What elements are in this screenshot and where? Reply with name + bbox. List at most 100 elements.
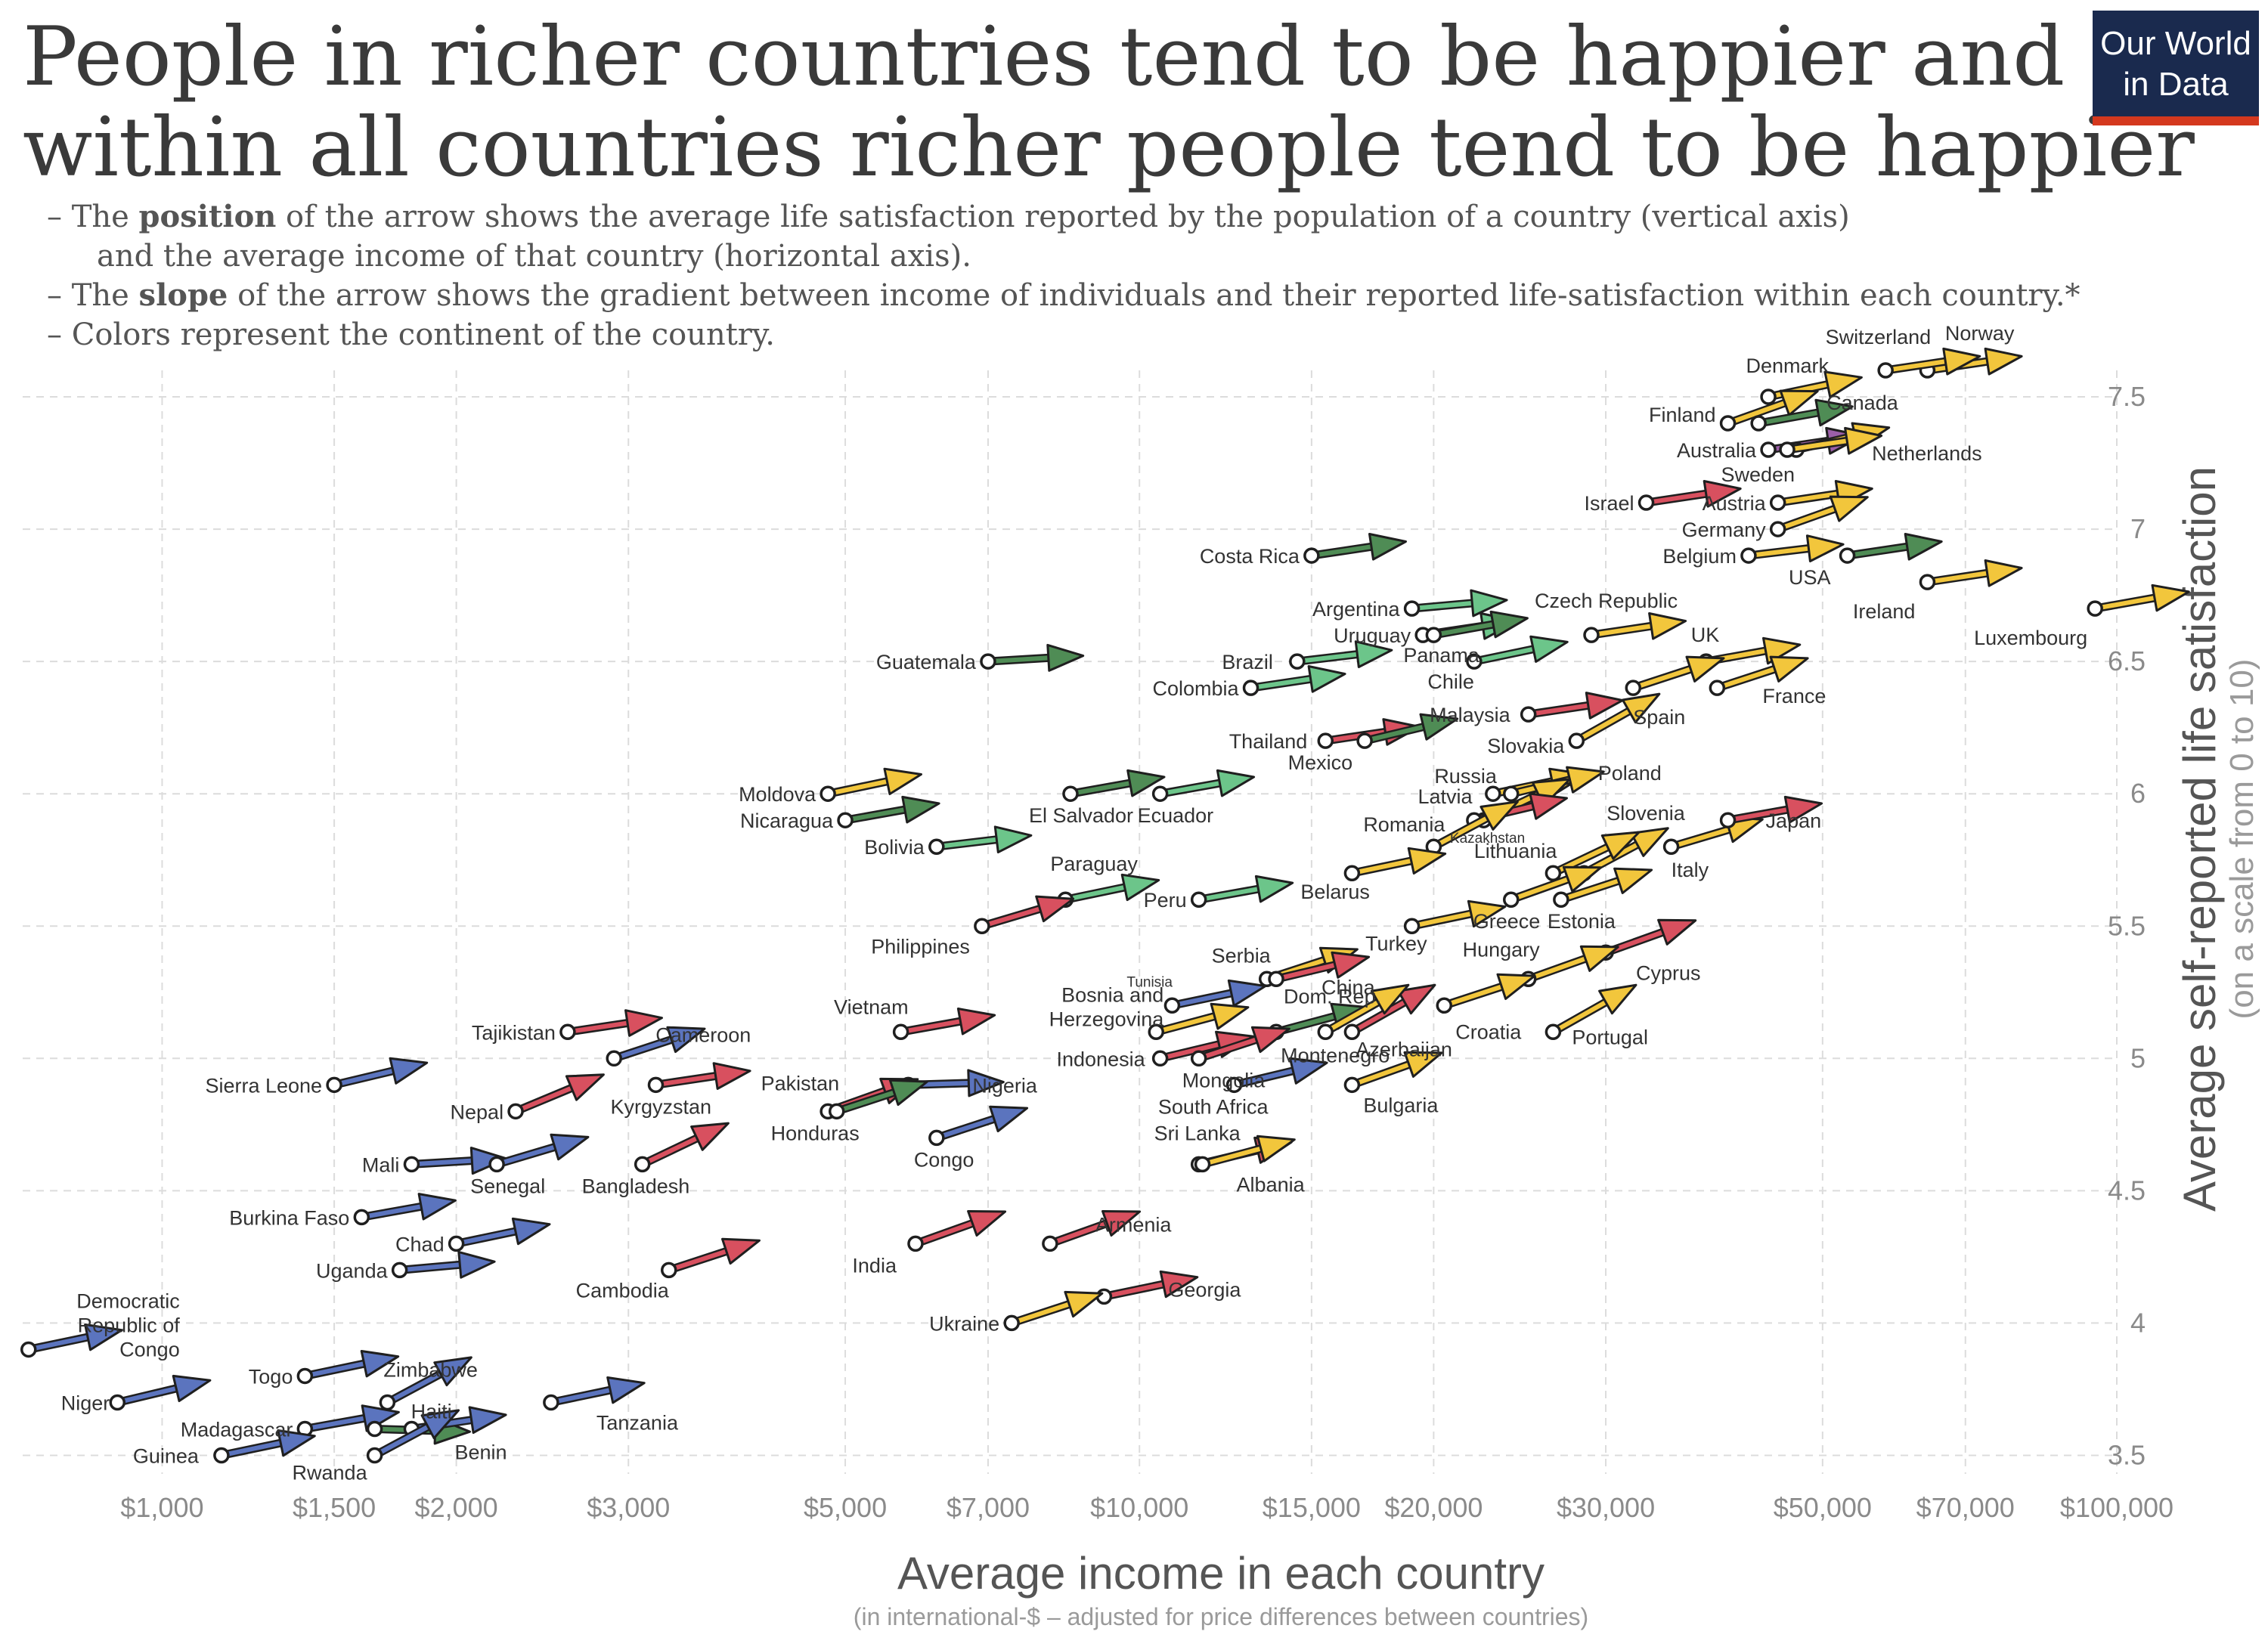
x-tick-label: $10,000 [1090, 1492, 1188, 1523]
country-label: Portugal [1572, 1026, 1648, 1048]
y-tick-label: 4.5 [2108, 1175, 2146, 1206]
country-label: Nigeria [972, 1074, 1038, 1097]
country-label: Congo [914, 1148, 974, 1171]
country-label: Poland [1598, 762, 1662, 785]
country-label: Lithuania [1474, 840, 1558, 862]
country-arrow [1839, 533, 1943, 564]
x-tick-label: $15,000 [1263, 1492, 1361, 1523]
country-arrow [606, 1026, 706, 1067]
country-arrow [1190, 1026, 1290, 1067]
country-label: Belarus [1300, 881, 1370, 903]
country-arrow [507, 1073, 605, 1120]
x-tick-label: $5,000 [804, 1492, 887, 1523]
country-arrow [1148, 1002, 1250, 1041]
country-arrow [379, 1356, 472, 1411]
y-axis-subtitle: (on a scale from 0 to 10) [2223, 659, 2260, 1020]
country-label: Thailand [1229, 730, 1308, 753]
country-arrow [448, 1217, 551, 1252]
subtitle-line: – The slope of the arrow shows the gradi… [47, 277, 2081, 313]
country-arrow [1268, 951, 1371, 988]
country-arrow [1919, 559, 2023, 590]
country-label: Switzerland [1826, 326, 1932, 348]
country-arrow [1356, 713, 1459, 749]
country-arrow [820, 767, 922, 802]
country-label: Uganda [316, 1259, 389, 1282]
country-arrow [543, 1376, 646, 1411]
country-label: Australia [1677, 439, 1757, 462]
country-label: Norway [1945, 322, 2015, 345]
country-label: Israel [1585, 492, 1634, 515]
country-arrow [1709, 655, 1809, 696]
country-label: Bulgaria [1363, 1094, 1439, 1116]
country-label: Tajikistan [472, 1021, 556, 1044]
country-arrow [559, 1009, 663, 1041]
country-label: Rwanda [293, 1461, 368, 1484]
country-arrow [1545, 983, 1637, 1041]
country-label: Austria [1703, 492, 1767, 515]
country-label: Belgium [1662, 545, 1737, 568]
country-label: Kazakhstan [1450, 831, 1525, 847]
x-tick-label: $3,000 [587, 1492, 670, 1523]
country-arrow [366, 1409, 460, 1464]
country-label: Ecuador [1138, 804, 1214, 827]
y-tick-label: 5.5 [2108, 910, 2146, 941]
country-label: Niger [61, 1392, 110, 1414]
country-arrow [1003, 1290, 1104, 1332]
country-arrows [20, 347, 2190, 1464]
country-label: USA [1789, 566, 1831, 589]
country-arrow [1289, 640, 1393, 670]
country-label: Serbia [1212, 944, 1272, 967]
country-arrow [1343, 1051, 1443, 1094]
country-label: Croatia [1455, 1020, 1522, 1043]
country-label: Guatemala [876, 651, 977, 673]
x-tick-label: $20,000 [1384, 1492, 1483, 1523]
country-label: Montenegro [1281, 1044, 1390, 1066]
country-arrow [353, 1193, 457, 1226]
country-label: Nepal [451, 1101, 504, 1123]
country-arrow [1502, 865, 1602, 908]
country-arrow [488, 1133, 590, 1173]
country-arrow [1769, 495, 1869, 537]
country-label: El Salvador [1029, 804, 1133, 827]
country-label: Dom. Rep. [1284, 985, 1381, 1008]
country-label: Bangladesh [582, 1175, 690, 1197]
country-arrow [837, 795, 940, 828]
subtitle-line: – The position of the arrow shows the av… [47, 199, 1850, 234]
country-label: Ireland [1853, 600, 1916, 623]
country-label: Vietnam [834, 995, 909, 1018]
country-label: Slovenia [1606, 802, 1686, 825]
country-label: Cyprus [1636, 961, 1701, 984]
country-arrow [1553, 867, 1653, 908]
country-label: Pakistan [761, 1072, 840, 1094]
country-arrow [1151, 769, 1256, 802]
subtitle-line: – Colors represent the continent of the … [47, 317, 775, 352]
country-arrow [1719, 389, 1819, 432]
owid-logo: Our World in Data [2093, 11, 2259, 125]
country-label: Mexico [1288, 751, 1353, 774]
country-arrow [928, 1105, 1029, 1147]
country-label: Denmark [1746, 354, 1830, 377]
country-label: Tunisia [1126, 974, 1173, 990]
y-axis-title: Average self-reported life satisfaction [2174, 466, 2225, 1212]
country-arrow [1042, 1210, 1142, 1252]
country-label: Democratic Republic of Congo [76, 1289, 180, 1361]
country-arrow [326, 1057, 429, 1094]
country-label: Slovakia [1487, 735, 1565, 757]
country-arrow [1403, 899, 1507, 935]
country-label: Japan [1766, 810, 1822, 832]
country-label: Paraguay [1050, 853, 1138, 875]
country-arrow [1625, 655, 1725, 696]
country-label: Netherlands [1872, 442, 1982, 465]
chart-subtitle: – The position of the arrow shows the av… [47, 199, 2081, 352]
country-label: Estonia [1548, 910, 1616, 933]
country-label: France [1762, 685, 1826, 707]
country-label: Tanzania [596, 1411, 679, 1434]
country-label: Honduras [771, 1122, 860, 1144]
country-label: Canada [1826, 392, 1899, 414]
country-arrow [634, 1122, 730, 1173]
country-label: Chad [395, 1233, 445, 1255]
country-label: Peru [1144, 889, 1187, 912]
country-arrow [1583, 612, 1687, 643]
country-arrow [1163, 979, 1267, 1014]
